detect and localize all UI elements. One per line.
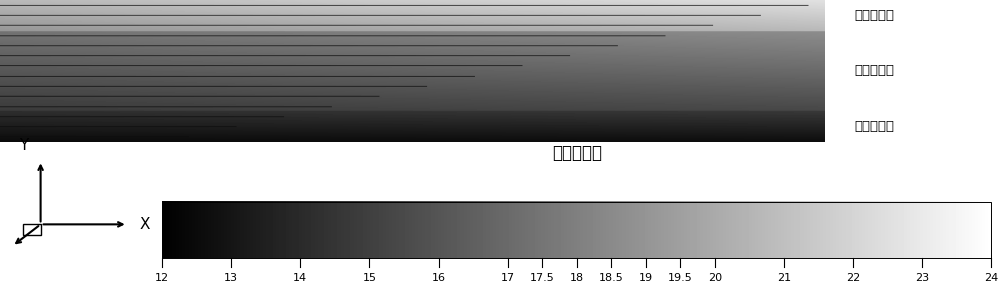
Text: 阳极催化层: 阳极催化层 xyxy=(854,120,894,133)
Text: 24: 24 xyxy=(984,273,999,283)
Text: 20: 20 xyxy=(708,273,722,283)
Text: Y: Y xyxy=(19,138,28,153)
Text: 膜态水含量: 膜态水含量 xyxy=(552,144,602,162)
Text: 质子交换膜: 质子交换膜 xyxy=(854,64,894,78)
Text: 16: 16 xyxy=(432,273,446,283)
Text: 阴极催化层: 阴极催化层 xyxy=(854,9,894,22)
Text: 18.5: 18.5 xyxy=(599,273,624,283)
Text: 14: 14 xyxy=(293,273,307,283)
Text: 18: 18 xyxy=(570,273,584,283)
Text: 17: 17 xyxy=(501,273,515,283)
Text: 21: 21 xyxy=(777,273,791,283)
Text: 13: 13 xyxy=(224,273,238,283)
Bar xyxy=(23,224,41,235)
Text: 19.5: 19.5 xyxy=(668,273,693,283)
Text: 19: 19 xyxy=(639,273,653,283)
Text: 22: 22 xyxy=(846,273,860,283)
Text: 23: 23 xyxy=(915,273,929,283)
Text: X: X xyxy=(139,217,150,232)
Text: 12: 12 xyxy=(155,273,169,283)
Text: 15: 15 xyxy=(362,273,376,283)
Text: 17.5: 17.5 xyxy=(530,273,555,283)
